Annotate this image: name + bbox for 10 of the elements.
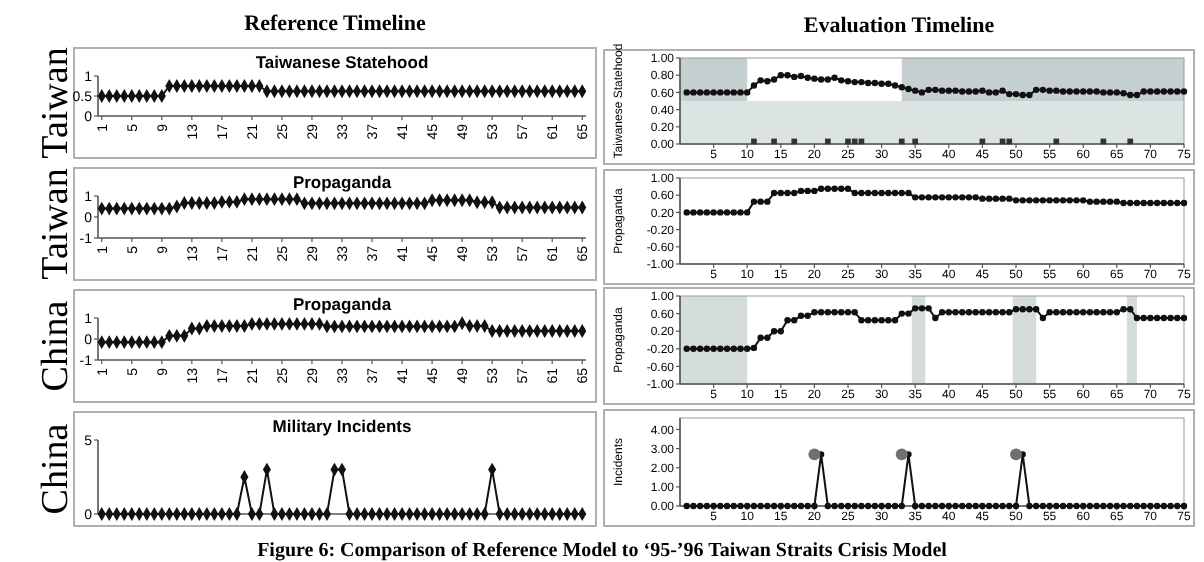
y-axis-title: China	[35, 422, 78, 515]
chart-title: Propaganda	[292, 172, 392, 192]
y-axis-title: Taiwan	[35, 167, 78, 280]
chart-title: Propaganda	[292, 294, 392, 314]
y-axis-title: China	[35, 299, 78, 392]
caption: Figure 6: Comparison of Reference Model to ‘95-’96 Taiwan Straits Crisis Model	[257, 540, 948, 562]
chart-title: Military Incidents	[272, 416, 412, 436]
chart-title: Taiwanese Statehood	[255, 52, 429, 72]
text: Evaluation Timeline	[803, 14, 995, 38]
text: Reference Timeline	[244, 12, 426, 36]
